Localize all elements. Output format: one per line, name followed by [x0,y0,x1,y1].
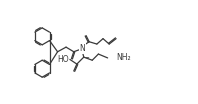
Text: NH₂: NH₂ [116,53,131,62]
Text: HO: HO [57,55,69,64]
Text: N: N [79,44,85,53]
